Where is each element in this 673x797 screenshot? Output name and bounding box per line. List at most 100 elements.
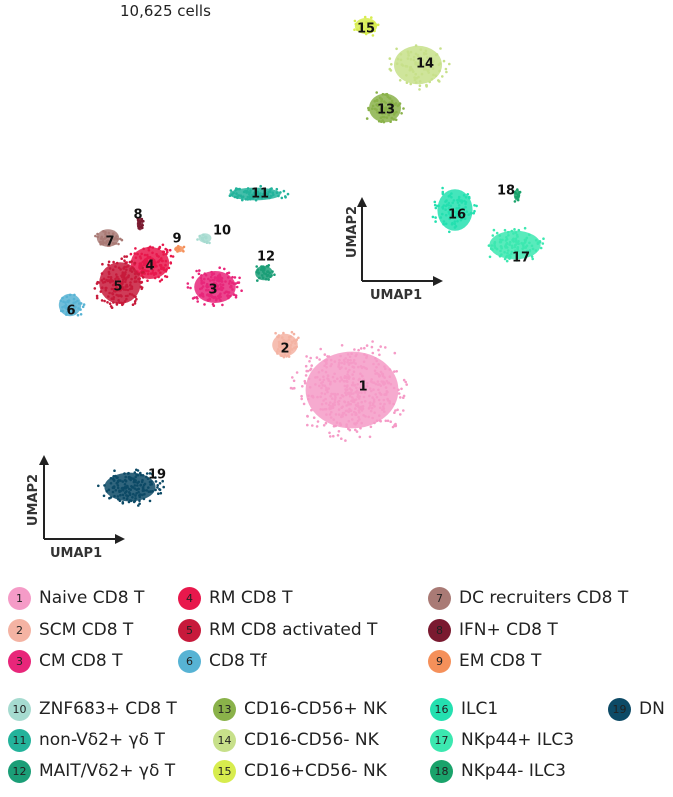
cluster-17-point — [498, 234, 502, 237]
cluster-1-point — [336, 434, 340, 437]
cluster-1-point — [325, 413, 328, 416]
cluster-16-point — [460, 199, 463, 202]
legend-item-2: 2 SCM CD8 T — [8, 617, 133, 643]
legend-swatch-8: 8 — [428, 618, 451, 642]
legend-swatch-14: 14 — [213, 728, 236, 752]
cluster-13-point — [377, 111, 381, 114]
cluster-16-point — [442, 220, 446, 223]
cluster-3-point — [199, 287, 202, 291]
cluster-17-point — [491, 234, 495, 237]
cluster-6-point — [76, 313, 80, 317]
cluster-1-point — [369, 425, 373, 429]
cluster-17-point — [517, 228, 521, 232]
cluster-1-point — [323, 392, 327, 396]
cluster-14-point — [448, 62, 451, 66]
cluster-3-point — [191, 276, 195, 279]
cluster-1-point — [333, 398, 337, 402]
cluster-1-point — [322, 399, 325, 402]
cluster-14-point — [414, 81, 418, 84]
cluster-17-point — [515, 259, 519, 262]
cluster-5-point — [118, 301, 121, 304]
cluster-5-point — [103, 280, 107, 284]
cluster-5-point — [132, 267, 135, 271]
cluster-1-point — [333, 392, 337, 396]
cluster-1-point — [372, 388, 375, 391]
cluster-14-point — [412, 55, 416, 59]
cluster-5-point — [107, 279, 110, 282]
cluster-6-point — [81, 305, 85, 309]
cluster-2-point — [292, 332, 296, 336]
cluster-7-point — [119, 237, 122, 241]
cluster-16-point — [464, 196, 468, 199]
cluster-3-point — [229, 284, 233, 288]
cluster-4-point — [143, 253, 147, 257]
cluster-4-point — [155, 265, 158, 268]
cluster-17-point — [493, 242, 496, 245]
cluster-8-point — [141, 224, 144, 227]
cluster-1-point — [330, 363, 333, 366]
cluster-1-point — [295, 371, 299, 374]
cluster-4-point — [154, 261, 157, 264]
cluster-1-point — [357, 409, 361, 412]
cluster-1-point — [369, 409, 373, 413]
cluster-17-point — [539, 246, 543, 250]
cluster-4-point — [149, 260, 153, 263]
cluster-1-point — [356, 395, 360, 399]
legend-label-3: CM CD8 T — [39, 651, 123, 671]
cluster-2-point — [295, 345, 299, 349]
cluster-5-point — [101, 286, 104, 290]
cluster-3-point — [205, 284, 208, 288]
cluster-1-point — [359, 426, 362, 430]
cluster-6-point — [79, 302, 83, 305]
cluster-1-point — [359, 372, 362, 376]
cluster-19-point — [103, 484, 106, 487]
cluster-13-point — [371, 104, 375, 108]
cluster-5-point — [129, 281, 132, 284]
cluster-1-point — [382, 398, 386, 402]
cluster-1-point — [333, 372, 336, 376]
cluster-5-point — [137, 272, 141, 276]
cluster-19-point — [149, 490, 153, 493]
cluster-4-point — [151, 262, 155, 265]
cluster-1-point — [360, 374, 364, 378]
cluster-5-point — [108, 302, 112, 306]
cluster-1-point — [309, 356, 313, 360]
cluster-14-point — [439, 47, 442, 50]
cluster-1-point — [365, 344, 369, 347]
cluster-11-point — [244, 198, 248, 201]
cluster-14-point — [418, 80, 422, 83]
cluster-1-point — [387, 381, 391, 385]
cluster-17-point — [530, 244, 534, 248]
cluster-2-point — [294, 342, 297, 345]
cluster-8-point — [137, 222, 140, 225]
cluster-11-point — [264, 196, 267, 199]
cluster-13-point — [380, 120, 383, 123]
cluster-1-point — [328, 431, 331, 435]
cluster-17-point — [501, 238, 504, 242]
cluster-1-point — [371, 351, 375, 355]
cluster-12-point — [267, 278, 270, 281]
cluster-17-point — [531, 247, 535, 251]
cluster-1-point — [381, 382, 385, 385]
cluster-17-point — [504, 239, 508, 242]
cluster-5-points — [93, 255, 145, 310]
cluster-3-point — [195, 296, 198, 299]
cluster-1-point — [348, 355, 352, 359]
cluster-1-point — [377, 348, 380, 352]
cluster-7-point — [103, 237, 107, 240]
cluster-6-point — [65, 313, 68, 316]
cluster-9-point — [174, 247, 178, 250]
cluster-17-point — [516, 241, 519, 245]
cluster-14-point — [441, 75, 444, 78]
cluster-3-point — [217, 295, 220, 298]
cluster-3-point — [232, 293, 236, 297]
cluster-14-point — [418, 88, 421, 91]
cluster-15-point — [353, 28, 356, 32]
cluster-1-point — [379, 345, 383, 348]
cluster-4-point — [153, 265, 156, 269]
cluster-15-point — [360, 30, 364, 33]
cluster-1-point — [319, 395, 323, 399]
cluster-15-point — [370, 16, 373, 19]
cluster-16-point — [445, 199, 448, 202]
cluster-2-point — [283, 353, 287, 356]
